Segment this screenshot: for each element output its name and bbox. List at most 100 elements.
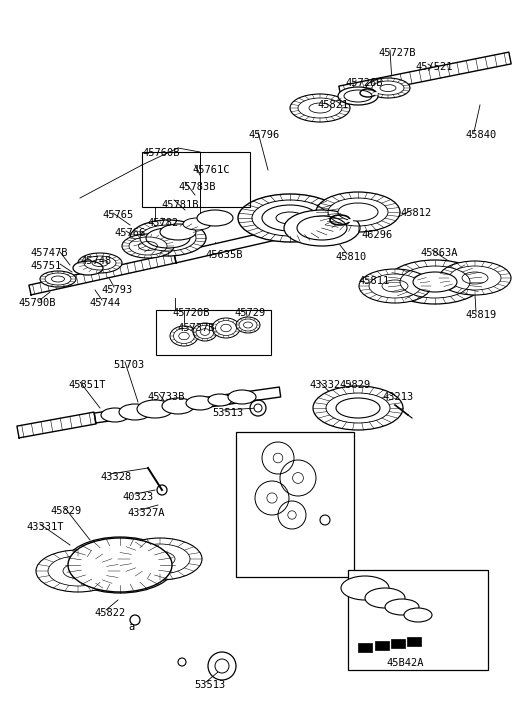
Text: 45635B: 45635B xyxy=(205,250,243,260)
Ellipse shape xyxy=(78,253,122,273)
Text: 45748: 45748 xyxy=(80,256,112,266)
Text: 45747B: 45747B xyxy=(30,248,67,258)
Text: 45744: 45744 xyxy=(89,298,120,308)
Text: 45765: 45765 xyxy=(102,210,133,220)
Text: 43332: 43332 xyxy=(309,380,340,390)
Ellipse shape xyxy=(336,398,380,418)
Text: 45829: 45829 xyxy=(339,380,370,390)
Text: 45/521: 45/521 xyxy=(415,62,452,72)
Ellipse shape xyxy=(236,317,260,333)
Text: 45737B: 45737B xyxy=(177,323,215,333)
Ellipse shape xyxy=(40,271,76,287)
Text: 45790B: 45790B xyxy=(18,298,56,308)
Ellipse shape xyxy=(313,386,403,430)
Ellipse shape xyxy=(146,228,190,248)
Ellipse shape xyxy=(385,599,419,615)
Ellipse shape xyxy=(197,210,233,226)
Bar xyxy=(391,639,405,648)
Ellipse shape xyxy=(137,400,173,418)
Text: 45810: 45810 xyxy=(335,252,366,262)
Text: 43331T: 43331T xyxy=(26,522,64,532)
Text: 46296: 46296 xyxy=(361,230,392,240)
Ellipse shape xyxy=(404,608,432,622)
Ellipse shape xyxy=(338,87,378,105)
Text: 45781B: 45781B xyxy=(161,200,199,210)
Circle shape xyxy=(215,659,229,673)
Ellipse shape xyxy=(212,318,240,338)
Ellipse shape xyxy=(170,326,198,346)
Bar xyxy=(348,570,488,670)
Polygon shape xyxy=(29,253,176,295)
Text: 45811: 45811 xyxy=(358,276,389,286)
Ellipse shape xyxy=(130,220,206,256)
Text: 45822: 45822 xyxy=(94,608,125,618)
Ellipse shape xyxy=(119,404,151,420)
Ellipse shape xyxy=(101,408,129,422)
Ellipse shape xyxy=(344,90,372,102)
Text: 45783B: 45783B xyxy=(178,182,216,192)
Ellipse shape xyxy=(290,94,350,122)
Ellipse shape xyxy=(118,538,202,580)
Ellipse shape xyxy=(316,192,400,232)
Ellipse shape xyxy=(387,260,483,304)
Ellipse shape xyxy=(208,394,232,406)
Text: 43328: 43328 xyxy=(100,472,131,482)
Text: a: a xyxy=(128,622,134,632)
Bar xyxy=(156,310,271,355)
Text: 45760B: 45760B xyxy=(142,148,179,158)
Ellipse shape xyxy=(439,261,511,295)
Polygon shape xyxy=(174,221,316,263)
Text: 51703: 51703 xyxy=(113,360,144,370)
Ellipse shape xyxy=(284,210,360,246)
Ellipse shape xyxy=(341,576,389,600)
Ellipse shape xyxy=(68,538,172,592)
Ellipse shape xyxy=(365,588,405,608)
Bar xyxy=(142,152,250,207)
Bar xyxy=(358,643,372,652)
Text: 45733B: 45733B xyxy=(147,392,184,402)
Ellipse shape xyxy=(228,390,256,404)
Text: 45840: 45840 xyxy=(465,130,496,140)
Ellipse shape xyxy=(413,272,457,292)
Text: 45761C: 45761C xyxy=(192,165,229,175)
Text: 45851T: 45851T xyxy=(68,380,106,390)
Ellipse shape xyxy=(73,261,103,275)
Text: 43213: 43213 xyxy=(382,392,413,402)
Ellipse shape xyxy=(65,537,175,593)
Ellipse shape xyxy=(359,269,431,303)
Ellipse shape xyxy=(36,550,120,592)
Bar xyxy=(236,432,354,577)
Text: 45B42A: 45B42A xyxy=(386,658,424,668)
Text: 45793: 45793 xyxy=(101,285,132,295)
Ellipse shape xyxy=(162,398,194,414)
Ellipse shape xyxy=(262,205,318,231)
Ellipse shape xyxy=(186,396,214,410)
Text: 45726B: 45726B xyxy=(345,78,382,88)
Text: 45720B: 45720B xyxy=(172,308,210,318)
Polygon shape xyxy=(95,387,281,423)
Ellipse shape xyxy=(276,212,304,224)
Circle shape xyxy=(254,404,262,412)
Ellipse shape xyxy=(338,203,378,221)
Ellipse shape xyxy=(183,218,211,230)
Text: 53513: 53513 xyxy=(194,680,225,690)
Ellipse shape xyxy=(160,224,196,240)
Ellipse shape xyxy=(95,553,145,577)
Text: 45829: 45829 xyxy=(50,506,81,516)
Text: 45796: 45796 xyxy=(248,130,279,140)
Ellipse shape xyxy=(122,234,174,258)
Text: 45812: 45812 xyxy=(400,208,431,218)
Circle shape xyxy=(320,515,330,525)
Text: 53513: 53513 xyxy=(212,408,243,418)
Text: 45751: 45751 xyxy=(30,261,61,271)
Text: 45821: 45821 xyxy=(317,100,348,110)
Text: 45766: 45766 xyxy=(114,228,145,238)
Text: 45782: 45782 xyxy=(147,218,178,228)
Bar xyxy=(407,637,421,646)
Bar xyxy=(375,641,389,650)
Text: 45727B: 45727B xyxy=(378,48,415,58)
Text: 45863A: 45863A xyxy=(420,248,458,258)
Ellipse shape xyxy=(366,78,410,98)
Polygon shape xyxy=(17,412,96,438)
Ellipse shape xyxy=(297,216,347,240)
